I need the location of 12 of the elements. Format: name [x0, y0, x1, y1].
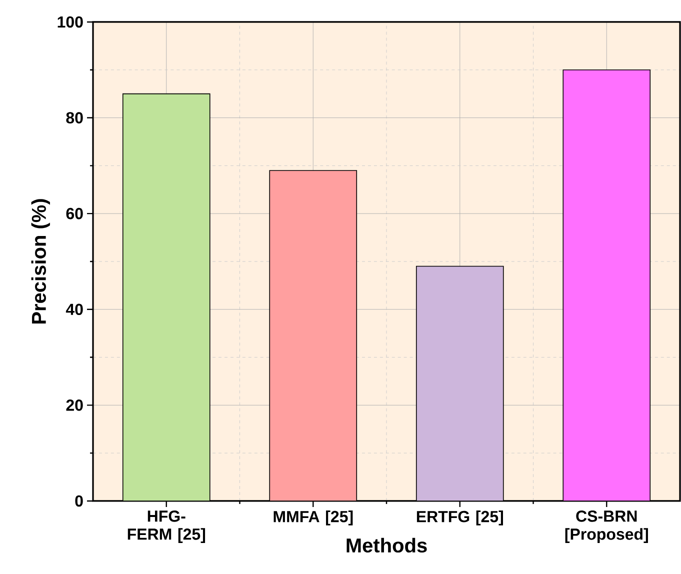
x-tick-label: MMFA [25]: [274, 510, 353, 526]
x-tick-label: ERTFG [25]: [416, 510, 503, 526]
y-tick-label: 20: [66, 400, 83, 411]
y-axis-title: Precision (%): [31, 199, 50, 324]
x-tick-label: HFG-FERM [25]: [128, 510, 206, 544]
x-axis-title: Methods: [346, 538, 427, 553]
y-tick-label: 0: [75, 495, 83, 507]
x-tick-label: CS-BRN [Proposed]: [565, 510, 648, 544]
y-tick-label: 100: [58, 16, 83, 28]
y-tick-label: 80: [66, 112, 83, 124]
y-tick-label: 40: [66, 304, 83, 316]
y-tick-label: 60: [66, 208, 83, 220]
